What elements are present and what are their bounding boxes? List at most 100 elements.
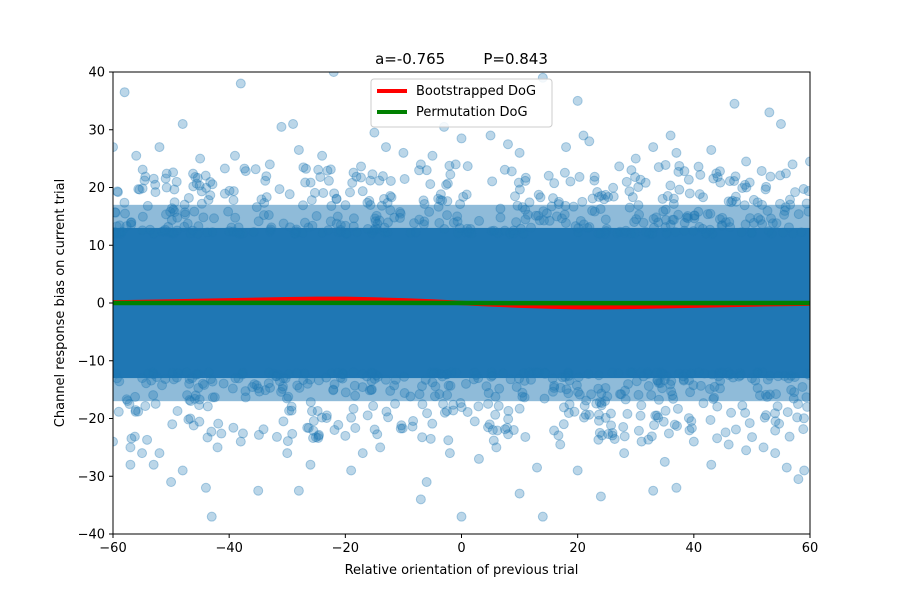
scatter-point [364, 385, 375, 396]
scatter-point [213, 418, 224, 429]
scatter-point [579, 412, 590, 423]
scatter-point [435, 369, 446, 380]
scatter-point [730, 424, 741, 435]
scatter-point [201, 182, 212, 193]
scatter-point [192, 172, 203, 183]
scatter-point [150, 179, 161, 190]
scatter-point [428, 367, 439, 378]
scatter-point [694, 189, 705, 200]
scatter-point [230, 373, 241, 384]
scatter-point [218, 378, 229, 389]
scatter-point [572, 465, 583, 476]
scatter-point [660, 204, 671, 215]
scatter-point [251, 380, 262, 391]
scatter-point [194, 416, 205, 427]
scatter-point [414, 214, 425, 225]
scatter-point [226, 222, 237, 233]
scatter-point [549, 178, 560, 189]
scatter-point [265, 382, 276, 393]
scatter-point [603, 191, 614, 202]
scatter-point [340, 430, 351, 441]
scatter-point [508, 225, 519, 236]
scatter-point [802, 368, 810, 379]
scatter-point [140, 171, 151, 182]
scatter-point [117, 226, 128, 237]
scatter-point [328, 384, 339, 395]
scatter-point [745, 213, 756, 224]
scatter-point [589, 206, 600, 217]
scatter-point [737, 400, 748, 411]
scatter-point [706, 144, 717, 155]
scatter-point [150, 398, 161, 409]
scatter-point [191, 369, 202, 380]
scatter-point [661, 228, 672, 239]
scatter-point [202, 432, 213, 443]
scatter-point [237, 369, 248, 380]
scatter-point [520, 204, 531, 215]
scatter-point [305, 397, 316, 408]
scatter-point [299, 368, 310, 379]
scatter-point [374, 175, 385, 186]
scatter-point [251, 202, 262, 213]
scatter-point [129, 431, 140, 442]
scatter-point [793, 474, 804, 485]
scatter-point [285, 222, 296, 233]
scatter-point [274, 184, 285, 195]
scatter-point [714, 383, 725, 394]
scatter-point [421, 477, 432, 488]
scatter-point [716, 367, 727, 378]
scatter-point [741, 445, 752, 456]
scatter-point [167, 203, 178, 214]
scatter-point [120, 208, 131, 219]
scatter-point [184, 378, 195, 389]
scatter-point [468, 374, 479, 385]
scatter-point [688, 226, 699, 237]
scatter-point [739, 200, 750, 211]
scatter-point [439, 407, 450, 418]
scatter-point [194, 394, 205, 405]
scatter-point [469, 367, 480, 378]
scatter-point [212, 442, 223, 453]
scatter-point [600, 189, 611, 200]
scatter-point [757, 367, 768, 378]
scatter-point [782, 407, 793, 418]
scatter-point [574, 171, 585, 182]
scatter-point [182, 390, 193, 401]
scatter-point [426, 367, 437, 378]
scatter-point [340, 200, 351, 211]
scatter-points [113, 72, 810, 522]
scatter-point [273, 369, 284, 380]
scatter-point [312, 405, 323, 416]
scatter-point [563, 370, 574, 381]
scatter-point [553, 199, 564, 210]
scatter-point [291, 368, 302, 379]
scatter-point [166, 215, 177, 226]
scatter-point [520, 175, 531, 186]
scatter-point [583, 369, 594, 380]
scatter-point [317, 150, 328, 161]
scatter-point [770, 448, 781, 459]
scatter-point [644, 228, 655, 239]
scatter-point [367, 367, 378, 378]
scatter-point [323, 225, 334, 236]
scatter-point [660, 405, 671, 416]
scatter-point [609, 433, 620, 444]
scatter-point [752, 383, 763, 394]
scatter-point [347, 177, 358, 188]
scatter-point [659, 456, 670, 467]
scatter-point [207, 227, 218, 238]
scatter-point [587, 205, 598, 216]
scatter-point [348, 213, 359, 224]
scatter-point [524, 197, 535, 208]
scatter-point [232, 227, 243, 238]
y-tick-label: −30 [78, 470, 105, 485]
scatter-point [682, 211, 693, 222]
scatter-point [161, 182, 172, 193]
scatter-point [618, 421, 629, 432]
scatter-point [205, 374, 216, 385]
scatter-point [441, 179, 452, 190]
scatter-point [636, 400, 647, 411]
scatter-point [443, 435, 454, 446]
scatter-point [660, 222, 671, 233]
scatter-point [415, 159, 426, 170]
